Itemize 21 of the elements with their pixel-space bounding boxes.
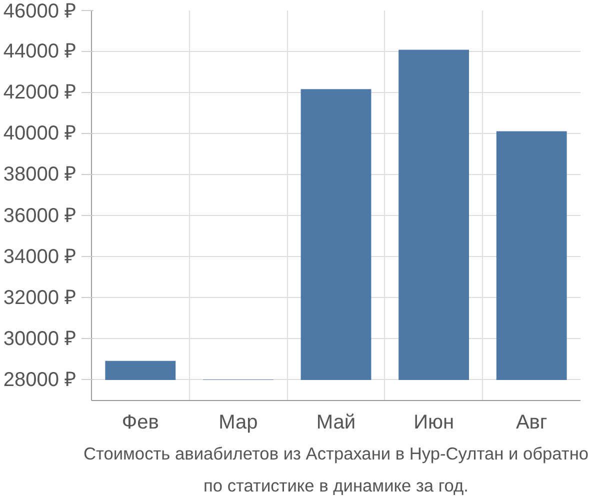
bar [496, 131, 567, 380]
x-tick-label: Фев [122, 412, 159, 434]
y-tick-label: 44000 ₽ [3, 40, 76, 63]
x-tick-label: Мар [218, 412, 258, 434]
y-tick-label: 42000 ₽ [3, 82, 76, 104]
x-tick-label: Авг [516, 412, 548, 434]
y-tick-label: 32000 ₽ [3, 286, 76, 309]
bar [300, 89, 372, 380]
text: Стоимость авиабилетов из Астрахани в Нур-Султан и обратно [83, 444, 589, 464]
y-tick-label: 40000 ₽ [3, 122, 76, 145]
x-tick-label: Май [316, 412, 356, 434]
y-tick-label: 36000 ₽ [3, 204, 76, 227]
y-tick-label: 28000 ₽ [3, 368, 76, 391]
bar [105, 360, 176, 380]
y-tick-label: 30000 ₽ [3, 328, 76, 350]
y-tick-label: 38000 ₽ [3, 164, 76, 186]
text: по статистике в динамике за год. [204, 476, 468, 496]
bar [398, 50, 470, 380]
y-tick-label: 34000 ₽ [3, 246, 76, 268]
y-tick-label: 46000 ₽ [3, 0, 76, 22]
x-tick-label: Июн [414, 412, 454, 434]
